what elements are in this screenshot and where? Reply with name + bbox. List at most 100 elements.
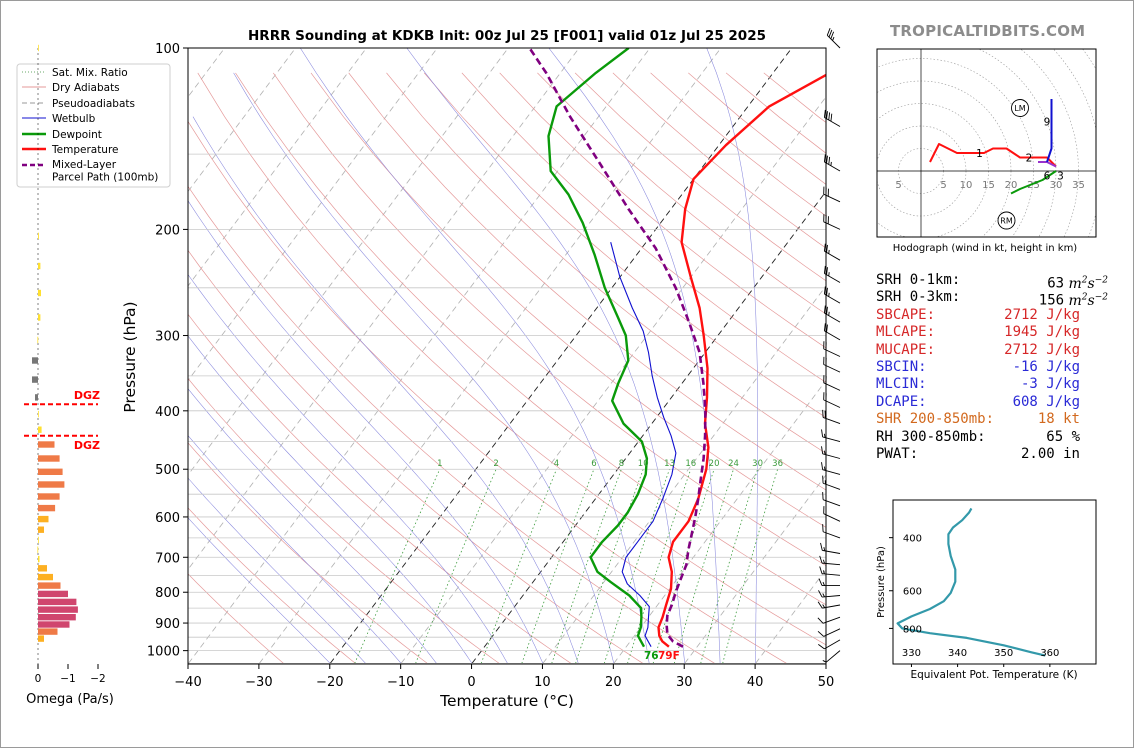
dry-adiabat xyxy=(188,573,284,664)
wind-barb-staff xyxy=(824,293,841,304)
omega-bar xyxy=(38,44,39,52)
dgz-label: DGZ xyxy=(74,439,100,452)
wind-barb-flag xyxy=(823,392,825,400)
index-value-number: 2.00 in xyxy=(1020,445,1080,462)
wind-barb-flag xyxy=(826,244,828,253)
wind-barb-flag xyxy=(823,356,825,365)
wind-barb-staff xyxy=(823,399,841,408)
wind-barb-flag xyxy=(825,215,827,223)
index-value: 608 J/kg xyxy=(1013,394,1080,411)
index-row: SBCIN: -16 J/kg xyxy=(876,359,1116,376)
wind-barb xyxy=(822,492,841,507)
dry-adiabat xyxy=(188,377,500,664)
wind-barb xyxy=(826,28,841,49)
wind-barb-flag xyxy=(826,267,828,275)
dry-adiabat xyxy=(310,72,826,528)
wind-barb-staff xyxy=(822,469,841,475)
omega-bar xyxy=(38,621,70,628)
legend: Sat. Mix. Ratio Dry Adiabats Pseudoadiabat… xyxy=(16,63,171,188)
mixing-ratio-line xyxy=(700,469,758,664)
wind-barb-half xyxy=(822,570,825,575)
storm-motion-label: LM xyxy=(1014,104,1025,113)
wind-barb-flag xyxy=(825,376,827,384)
wind-barb-flag xyxy=(826,155,828,164)
moist-adiabat xyxy=(188,388,437,664)
dry-adiabat xyxy=(499,72,826,349)
wind-barb-flag xyxy=(823,341,825,349)
wind-barb-flag xyxy=(821,446,824,454)
legend-label: Sat. Mix. Ratio xyxy=(52,67,128,79)
mixing-ratio-label: 2 xyxy=(493,459,498,469)
wind-barb-staff xyxy=(822,531,841,539)
legend-label: Temperature xyxy=(51,144,119,156)
hodograph-ring-label: 35 xyxy=(1072,180,1085,191)
index-label: PWAT: xyxy=(876,445,919,462)
wind-barb-half xyxy=(823,546,826,551)
wind-barb-half xyxy=(828,272,830,277)
skewt-y-axis-label: Pressure (hPa) xyxy=(121,301,139,412)
y-tick-label: 800 xyxy=(155,586,180,601)
wind-barb-flag xyxy=(817,617,824,624)
hodograph-height-label: 9 xyxy=(1044,117,1051,129)
wind-barb-staff xyxy=(823,382,841,391)
index-value: 18 kt xyxy=(1038,411,1080,428)
moist-adiabat xyxy=(233,72,615,664)
isotherm xyxy=(188,48,438,382)
index-row: PWAT: 2.00 in xyxy=(876,446,1116,463)
wind-barb-flag xyxy=(817,601,823,609)
wind-barb-flag xyxy=(828,29,833,38)
wind-barb xyxy=(823,305,841,323)
index-value-number: 2712 J/kg xyxy=(1004,306,1080,323)
mixing-ratio-line xyxy=(354,469,441,664)
index-value: 1945 J/kg xyxy=(1004,324,1080,341)
wind-barb-flag xyxy=(827,188,829,197)
mixing-ratio-line xyxy=(627,469,692,664)
wind-barb-half xyxy=(828,249,830,254)
storm-motion-marker xyxy=(997,211,1016,230)
index-value: 65 % xyxy=(1046,429,1080,446)
wind-barb-staff xyxy=(824,312,841,323)
dgz-label: DGZ xyxy=(74,389,100,402)
index-value: -3 J/kg xyxy=(1021,376,1080,393)
dry-adiabat xyxy=(348,72,826,491)
wind-barb-staff xyxy=(822,562,841,566)
x-tick-label: 0 xyxy=(467,675,475,690)
index-row: SHR 200-850mb: 18 kt xyxy=(876,411,1116,428)
index-unit-display: m2s−2 xyxy=(1064,275,1109,292)
wind-barb xyxy=(823,323,841,341)
wind-barb-half xyxy=(822,581,825,586)
x-tick-label: −20 xyxy=(316,675,343,690)
wind-barb-staff xyxy=(824,250,841,261)
omega-tick-label: −1 xyxy=(60,673,75,685)
isotherm xyxy=(188,48,509,476)
wind-barb-flag xyxy=(827,216,829,224)
wind-barb-staff xyxy=(824,117,841,127)
wind-barb xyxy=(822,409,841,425)
mixing-ratio-line xyxy=(480,469,557,664)
isotherm xyxy=(188,48,580,571)
storm-motion-marker xyxy=(1011,99,1029,117)
omega-bar xyxy=(38,441,55,448)
wind-barb xyxy=(823,286,841,304)
wind-barb-half xyxy=(824,466,826,471)
omega-bar xyxy=(38,504,56,512)
index-row: DCAPE: 608 J/kg xyxy=(876,394,1116,411)
wind-barb-flag xyxy=(822,492,824,500)
wind-barb-half xyxy=(828,292,830,297)
omega-bar xyxy=(37,546,39,553)
mixing-ratio-label: 6 xyxy=(591,459,596,469)
wind-barb xyxy=(823,214,841,230)
x-tick-label: 50 xyxy=(818,675,835,690)
mixing-ratio-line xyxy=(521,469,595,664)
mixing-ratio-label: 13 xyxy=(664,459,675,469)
wind-barb-staff xyxy=(823,364,841,373)
minus-twenty-isotherm xyxy=(329,48,793,664)
x-tick-label: −10 xyxy=(387,675,414,690)
y-tick-label: 900 xyxy=(155,617,180,632)
y-tick-label: 600 xyxy=(155,511,180,526)
